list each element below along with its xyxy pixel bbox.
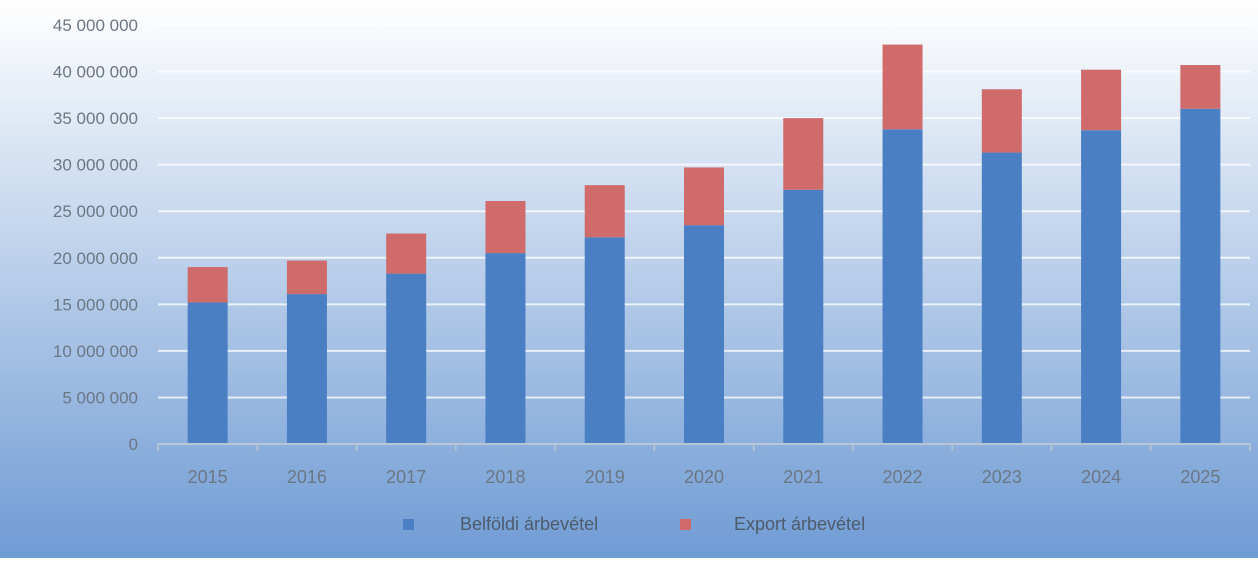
y-tick-label: 25 000 000 — [53, 202, 138, 221]
x-tick-label: 2021 — [783, 467, 823, 487]
bar-segment-belfoldi — [286, 294, 327, 444]
legend-swatch — [680, 519, 691, 530]
bar-segment-belfoldi — [684, 225, 724, 444]
bar-segment-export — [1081, 69, 1122, 131]
bar-segment-export — [783, 118, 824, 190]
bar-segment-belfoldi — [1180, 108, 1221, 445]
y-tick-label: 20 000 000 — [53, 249, 138, 268]
x-tick-label: 2019 — [585, 467, 625, 487]
x-tick-label: 2025 — [1180, 467, 1220, 487]
bar-segment-belfoldi — [187, 302, 228, 444]
x-tick-label: 2020 — [684, 467, 724, 487]
bar-segment-export — [684, 167, 724, 226]
bar-segment-export — [286, 260, 327, 295]
y-tick-label: 15 000 000 — [53, 295, 138, 314]
legend: Belföldi árbevétel Export árbevétel — [403, 514, 865, 534]
x-tick-label: 2022 — [883, 467, 923, 487]
bar-segment-export — [981, 89, 1022, 153]
y-tick-label: 0 — [129, 435, 138, 454]
legend-swatch — [403, 519, 414, 530]
x-tick-label: 2018 — [485, 467, 525, 487]
bar-segment-export — [882, 44, 923, 130]
x-axis — [157, 443, 1251, 451]
x-tick-label: 2024 — [1081, 467, 1121, 487]
bar-segment-export — [1180, 65, 1221, 109]
legend-label: Export árbevétel — [734, 514, 865, 534]
y-tick-label: 5 000 000 — [62, 388, 138, 407]
bar-segment-belfoldi — [882, 129, 923, 445]
x-tick-label: 2023 — [982, 467, 1022, 487]
legend-label: Belföldi árbevétel — [460, 514, 598, 534]
y-tick-label: 10 000 000 — [53, 342, 138, 361]
bar-segment-export — [485, 200, 526, 254]
bar-segment-belfoldi — [386, 273, 427, 444]
y-tick-label: 30 000 000 — [53, 156, 138, 175]
bar-segment-belfoldi — [783, 189, 824, 444]
bar-segment-export — [584, 185, 625, 238]
x-tick-label: 2015 — [188, 467, 228, 487]
x-tick-label: 2017 — [386, 467, 426, 487]
bars — [187, 44, 1221, 445]
bar-segment-belfoldi — [1081, 130, 1122, 444]
y-tick-label: 35 000 000 — [53, 109, 138, 128]
x-axis-tick-labels: 2015 2016 2017 2018 2019 2020 2021 2022 2023 2024… — [188, 467, 1221, 487]
bar-segment-belfoldi — [981, 152, 1022, 444]
bar-segment-export — [187, 267, 228, 303]
x-tick-label: 2016 — [287, 467, 327, 487]
bar-segment-belfoldi — [584, 237, 625, 444]
y-tick-label: 45 000 000 — [53, 16, 138, 35]
bar-segment-export — [386, 233, 427, 274]
y-tick-label: 40 000 000 — [53, 63, 138, 82]
y-axis-tick-labels: 0 5 000 000 10 000 000 15 000 000 20 000 000… — [53, 16, 138, 454]
bar-segment-belfoldi — [485, 253, 526, 444]
